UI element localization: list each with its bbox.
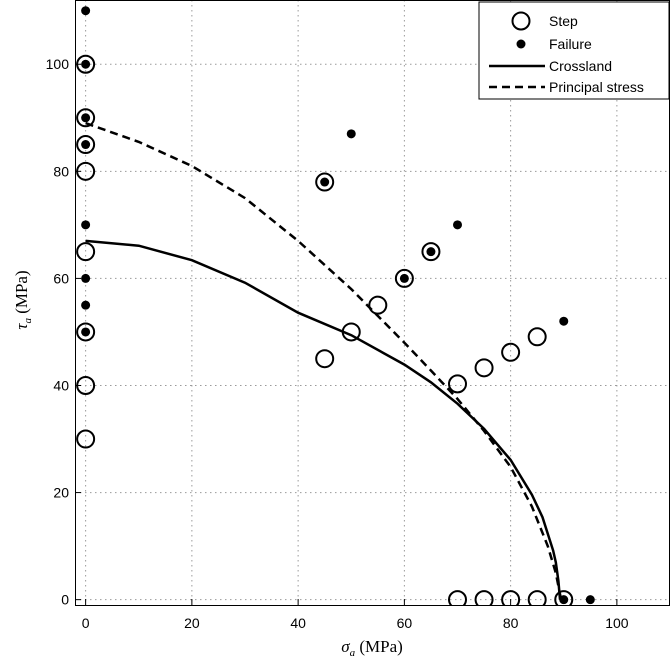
- step-marker: [368, 295, 388, 315]
- legend-box: [478, 1, 670, 100]
- step-marker: [448, 590, 467, 605]
- step-marker: [501, 590, 521, 605]
- x-tick-label: 40: [290, 615, 306, 631]
- step-marker: [448, 374, 467, 394]
- y-tick-label: 0: [61, 592, 69, 608]
- failure-marker: [559, 316, 569, 326]
- failure-marker: [81, 140, 91, 150]
- legend: Step Failure Crossland Principal stress: [478, 1, 670, 100]
- failure-marker: [559, 595, 569, 605]
- step-marker: [554, 590, 574, 605]
- step-marker: [341, 322, 361, 342]
- y-axis-label: τa (MPa): [12, 270, 34, 329]
- step-marker: [76, 242, 96, 262]
- step-marker: [527, 590, 547, 605]
- legend-principal-label: Principal stress: [549, 79, 644, 95]
- legend-crossland-label: Crossland: [549, 58, 612, 74]
- step-marker: [474, 358, 494, 378]
- crossland-curve: [85, 239, 562, 600]
- y-tick-label: 100: [46, 56, 70, 72]
- step-marker: [394, 268, 414, 288]
- failure-marker: [426, 247, 436, 257]
- step-marker: [76, 429, 96, 449]
- legend-failure-label: Failure: [549, 36, 592, 52]
- legend-step-marker: [511, 11, 531, 31]
- plot-area: [76, 6, 595, 605]
- step-marker: [76, 135, 96, 155]
- x-tick-label: 100: [605, 615, 629, 631]
- failure-marker: [399, 273, 409, 283]
- axes-ticks: 0 20 40 60 80 100 0 20 40 60 80 100: [46, 56, 629, 631]
- step-marker: [315, 172, 335, 192]
- failure-marker: [81, 59, 91, 69]
- failure-marker: [453, 220, 462, 230]
- y-tick-label: 60: [53, 270, 69, 286]
- principal-stress-curve: [85, 121, 563, 600]
- x-tick-label: 20: [184, 615, 200, 631]
- failure-marker: [346, 129, 356, 139]
- step-marker: [315, 349, 335, 369]
- legend-step-label: Step: [549, 13, 578, 29]
- failure-marker: [81, 113, 91, 123]
- step-marker: [421, 242, 441, 262]
- failure-marker: [81, 6, 91, 16]
- y-tick-label: 40: [53, 377, 69, 393]
- step-marker: [76, 108, 96, 128]
- failure-marker: [81, 327, 91, 337]
- step-marker: [76, 322, 96, 342]
- x-tick-label: 60: [397, 615, 413, 631]
- step-marker: [527, 327, 547, 347]
- y-tick-label: 20: [53, 485, 69, 501]
- failure-marker: [81, 220, 91, 230]
- failure-marker: [585, 595, 595, 605]
- failure-marker: [320, 177, 330, 187]
- failure-marker: [81, 300, 91, 310]
- y-tick-label: 80: [53, 163, 69, 179]
- step-marker: [474, 590, 494, 605]
- legend-failure-marker: [516, 39, 526, 49]
- x-axis-label: σa (MPa): [341, 637, 403, 659]
- x-tick-label: 80: [503, 615, 519, 631]
- step-marker: [501, 342, 521, 362]
- x-tick-label: 0: [82, 615, 90, 631]
- failure-marker: [81, 273, 91, 283]
